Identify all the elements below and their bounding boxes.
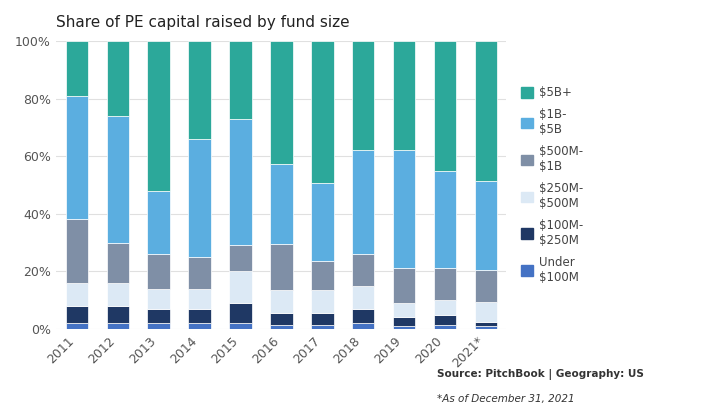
Bar [148,323,170,329]
Bar [189,41,211,139]
Bar [106,116,129,243]
Bar [66,323,88,329]
Bar [148,289,170,309]
Legend: $5B+, $1B-
$5B, $500M-
$1B, $250M-
$500M, $100M-
$250M, Under
$100M: $5B+, $1B- $5B, $500M- $1B, $250M- $500M… [517,82,588,288]
Bar [352,323,374,329]
Bar [475,322,497,326]
Bar [189,289,211,309]
Bar [106,323,129,329]
Bar [393,41,415,150]
Bar [229,272,252,303]
Bar [270,41,293,164]
Bar [311,261,333,290]
Bar [352,41,374,150]
Bar [475,41,497,181]
Bar [189,257,211,289]
Bar [434,269,456,300]
Bar [148,191,170,254]
Bar [229,119,252,246]
Bar [311,41,333,184]
Bar [270,290,293,313]
Bar [393,303,415,318]
Bar [106,283,129,306]
Bar [229,246,252,272]
Bar [352,286,374,309]
Bar [148,309,170,323]
Bar [352,150,374,254]
Bar [393,326,415,329]
Bar [434,315,456,325]
Bar [148,254,170,289]
Bar [106,243,129,283]
Bar [475,270,497,302]
Bar [475,181,497,270]
Text: *As of December 31, 2021: *As of December 31, 2021 [437,394,574,404]
Bar [434,171,456,269]
Bar [311,184,333,261]
Bar [270,325,293,329]
Text: Source: PitchBook | Geography: US: Source: PitchBook | Geography: US [437,369,644,380]
Bar [106,41,129,116]
Bar [66,283,88,306]
Bar [66,96,88,220]
Bar [270,313,293,325]
Bar [66,306,88,323]
Bar [393,150,415,269]
Bar [66,41,88,96]
Bar [352,254,374,286]
Bar [229,323,252,329]
Bar [66,220,88,283]
Bar [434,300,456,315]
Bar [311,290,333,313]
Bar [189,139,211,257]
Bar [393,269,415,303]
Bar [148,41,170,191]
Bar [393,318,415,326]
Text: Share of PE capital raised by fund size: Share of PE capital raised by fund size [57,15,350,30]
Bar [311,313,333,325]
Bar [270,164,293,244]
Bar [189,309,211,323]
Bar [229,303,252,323]
Bar [475,326,497,329]
Bar [311,325,333,329]
Bar [475,302,497,322]
Bar [434,325,456,329]
Bar [229,41,252,119]
Bar [106,306,129,323]
Bar [434,41,456,171]
Bar [189,323,211,329]
Bar [270,244,293,290]
Bar [352,309,374,323]
